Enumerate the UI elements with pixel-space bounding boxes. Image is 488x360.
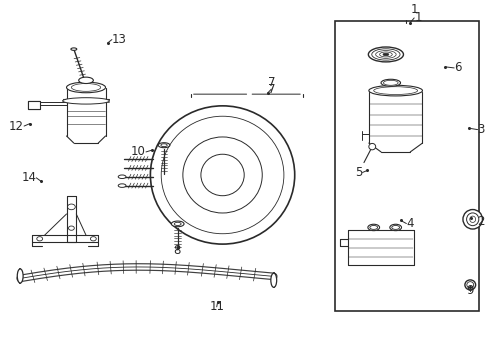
Ellipse shape — [382, 53, 388, 56]
Ellipse shape — [71, 48, 77, 50]
Ellipse shape — [270, 273, 276, 287]
Ellipse shape — [118, 175, 126, 179]
Ellipse shape — [171, 221, 183, 227]
Ellipse shape — [380, 79, 400, 86]
Bar — [334, 21, 478, 311]
Ellipse shape — [158, 143, 169, 148]
Ellipse shape — [79, 77, 93, 84]
Ellipse shape — [462, 210, 482, 229]
Text: 14: 14 — [21, 171, 36, 184]
Text: 12: 12 — [9, 120, 24, 132]
Text: 8: 8 — [173, 244, 181, 257]
Text: 3: 3 — [477, 123, 484, 136]
Ellipse shape — [62, 98, 109, 104]
Ellipse shape — [389, 224, 401, 231]
Bar — [28, 100, 40, 109]
Ellipse shape — [367, 224, 379, 231]
Text: 13: 13 — [112, 33, 126, 46]
Ellipse shape — [66, 82, 105, 93]
Text: 2: 2 — [477, 215, 484, 228]
Text: 4: 4 — [406, 217, 413, 230]
Text: 7: 7 — [267, 83, 275, 96]
Text: 6: 6 — [453, 62, 461, 75]
Ellipse shape — [367, 47, 403, 62]
Ellipse shape — [368, 143, 375, 150]
Ellipse shape — [368, 85, 422, 96]
Text: 9: 9 — [466, 284, 473, 297]
Ellipse shape — [118, 184, 126, 188]
Text: 7: 7 — [267, 76, 275, 89]
Text: 10: 10 — [131, 145, 146, 158]
Text: 1: 1 — [413, 12, 421, 24]
Text: 11: 11 — [209, 300, 224, 313]
Ellipse shape — [464, 280, 475, 290]
Ellipse shape — [17, 269, 23, 283]
Text: 1: 1 — [409, 3, 417, 16]
Text: 5: 5 — [354, 166, 362, 179]
